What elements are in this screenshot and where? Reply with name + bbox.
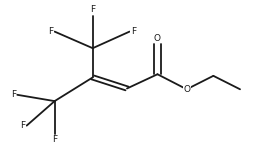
Text: O: O <box>183 85 190 94</box>
Text: F: F <box>52 135 57 144</box>
Text: F: F <box>20 121 25 130</box>
Text: F: F <box>11 90 16 99</box>
Text: F: F <box>131 27 136 36</box>
Text: F: F <box>90 5 95 14</box>
Text: O: O <box>154 34 161 43</box>
Text: F: F <box>48 27 53 36</box>
